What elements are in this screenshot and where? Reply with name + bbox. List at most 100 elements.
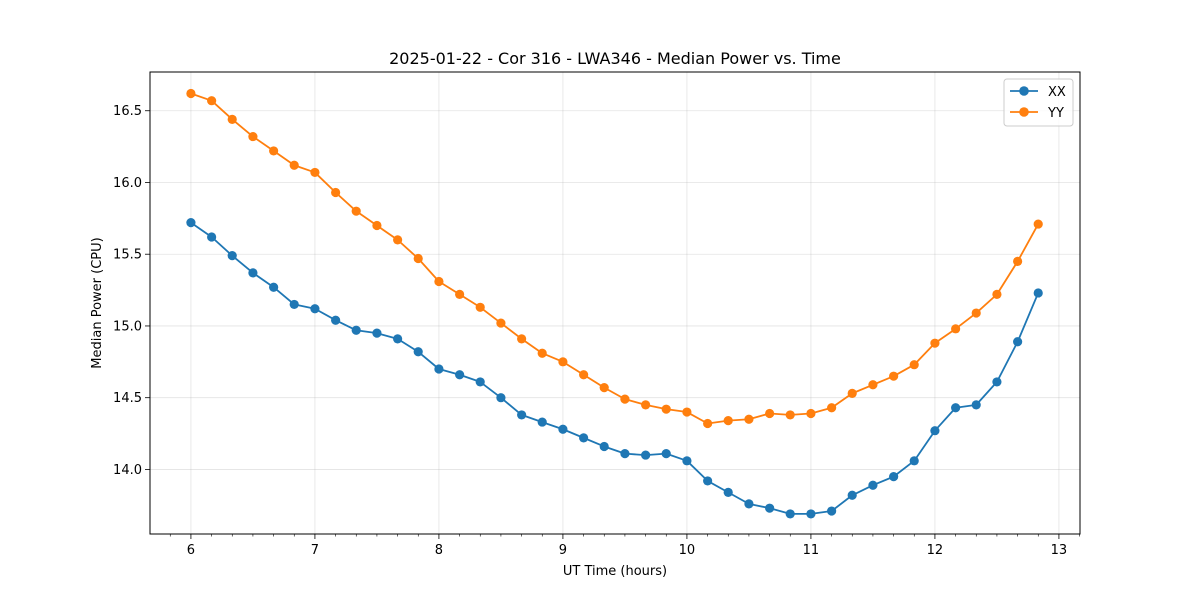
y-tick-label: 16.0 [113, 176, 142, 191]
data-point-xx [703, 476, 713, 486]
data-point-xx [434, 364, 444, 374]
data-point-xx [806, 509, 816, 519]
data-point-yy [413, 253, 423, 264]
ticks: 6 7 8 9 10 11 12 13 14.0 14.5 15.0 15.5 16.0 16.5 [113, 104, 1080, 558]
data-point-yy [641, 400, 651, 410]
x-axis-label: UT Time (hours) [563, 564, 667, 579]
series-layer [186, 88, 1043, 519]
data-point-xx [227, 251, 237, 261]
data-point-xx [951, 403, 961, 413]
data-point-yy [207, 96, 217, 106]
data-point-yy [930, 338, 940, 348]
data-point-yy [971, 308, 981, 318]
data-point-yy [1013, 256, 1023, 266]
data-point-xx [661, 449, 671, 459]
data-point-yy [351, 206, 361, 216]
data-point-yy [847, 388, 857, 398]
data-point-yy [186, 88, 196, 99]
data-point-yy [620, 394, 630, 404]
x-tick-label: 8 [435, 543, 443, 558]
data-point-xx [372, 328, 382, 338]
data-point-yy [372, 220, 382, 231]
data-point-xx [310, 304, 320, 314]
data-point-yy [227, 114, 237, 124]
data-point-yy [703, 418, 713, 429]
data-point-xx [207, 232, 217, 242]
chart-title: 2025-01-22 - Cor 316 - LWA346 - Median P… [389, 49, 841, 68]
data-point-xx [475, 377, 485, 387]
legend: XX YY [1003, 78, 1074, 127]
data-point-yy [434, 276, 444, 287]
x-tick-label: 11 [803, 543, 820, 558]
data-point-yy [765, 408, 775, 419]
plot-frame [149, 71, 1081, 535]
data-point-xx [599, 441, 609, 452]
data-point-xx [248, 268, 258, 278]
y-tick-label: 16.5 [113, 104, 142, 119]
data-point-yy [661, 404, 671, 414]
data-point-xx [393, 334, 403, 344]
data-point-yy [455, 289, 465, 299]
data-point-yy [909, 360, 919, 370]
x-tick-label: 6 [187, 543, 195, 558]
data-point-yy [331, 187, 341, 198]
data-point-yy [517, 334, 527, 344]
x-tick-label: 7 [311, 543, 319, 558]
data-point-xx [785, 509, 795, 519]
data-point-xx [186, 218, 196, 228]
data-point-xx [930, 426, 940, 436]
data-point-xx [620, 449, 630, 459]
data-point-yy [744, 414, 754, 424]
data-point-yy [310, 167, 320, 178]
legend-marker-xx [1019, 86, 1029, 96]
y-tick-label: 15.5 [113, 248, 142, 263]
data-point-yy [496, 318, 506, 328]
data-point-xx [537, 417, 547, 427]
data-point-xx [579, 433, 589, 443]
grid [150, 72, 1080, 534]
data-point-xx [827, 506, 837, 516]
x-tick-label: 13 [1051, 543, 1068, 558]
data-point-xx [992, 377, 1002, 387]
data-point-xx [971, 400, 981, 410]
data-point-xx [909, 456, 919, 466]
data-point-yy [889, 371, 899, 381]
legend-label-yy: YY [1047, 106, 1064, 121]
data-point-yy [599, 383, 609, 393]
y-tick-label: 14.5 [113, 391, 142, 406]
data-point-yy [289, 160, 299, 170]
data-point-yy [785, 410, 795, 420]
data-point-xx [289, 299, 299, 310]
data-point-xx [1033, 288, 1043, 298]
data-point-yy [248, 131, 258, 142]
data-point-xx [641, 450, 651, 460]
data-point-xx [744, 499, 754, 509]
x-tick-label: 10 [679, 543, 696, 558]
data-point-yy [1033, 219, 1043, 229]
data-point-yy [682, 407, 692, 417]
data-point-xx [847, 490, 857, 500]
data-point-xx [868, 480, 878, 490]
data-point-xx [269, 282, 279, 292]
data-point-yy [992, 289, 1002, 299]
data-point-xx [455, 370, 465, 380]
data-point-xx [496, 393, 506, 403]
legend-marker-yy [1019, 107, 1029, 117]
data-point-xx [351, 325, 361, 335]
y-tick-label: 14.0 [113, 463, 142, 478]
y-tick-label: 15.0 [113, 319, 142, 334]
data-point-xx [413, 347, 423, 357]
data-point-yy [269, 146, 279, 156]
data-point-yy [475, 302, 485, 312]
x-tick-label: 12 [927, 543, 944, 558]
data-point-yy [723, 416, 733, 426]
y-axis-label: Median Power (CPU) [90, 237, 105, 368]
data-point-yy [827, 403, 837, 413]
data-point-xx [723, 487, 733, 497]
data-point-xx [682, 456, 692, 466]
x-tick-label: 9 [559, 543, 567, 558]
data-point-yy [579, 370, 589, 380]
data-point-yy [951, 324, 961, 334]
data-point-xx [889, 472, 899, 482]
